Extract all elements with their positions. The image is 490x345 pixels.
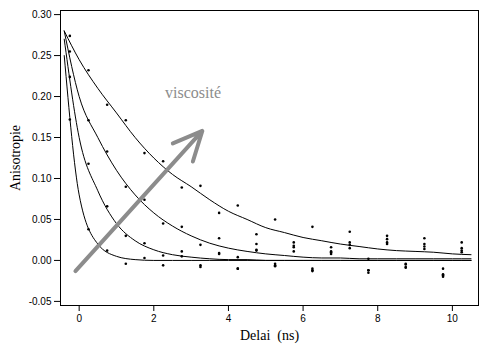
- svg-text:0.05: 0.05: [32, 214, 52, 225]
- svg-text:0.20: 0.20: [32, 91, 52, 102]
- svg-text:viscosité: viscosité: [165, 84, 221, 101]
- svg-text:4: 4: [226, 313, 232, 324]
- svg-text:0.30: 0.30: [32, 9, 52, 20]
- svg-text:10: 10: [447, 313, 459, 324]
- svg-text:Delai (ns): Delai (ns): [240, 328, 299, 344]
- svg-text:0.25: 0.25: [32, 50, 52, 61]
- svg-text:-0.05: -0.05: [29, 296, 52, 307]
- svg-text:0.15: 0.15: [32, 132, 52, 143]
- svg-text:8: 8: [375, 313, 381, 324]
- svg-text:0.10: 0.10: [32, 173, 52, 184]
- svg-text:0: 0: [76, 313, 82, 324]
- svg-text:Anisotropie: Anisotropie: [8, 125, 23, 191]
- svg-text:0.00: 0.00: [32, 255, 52, 266]
- svg-text:6: 6: [300, 313, 306, 324]
- svg-text:2: 2: [151, 313, 157, 324]
